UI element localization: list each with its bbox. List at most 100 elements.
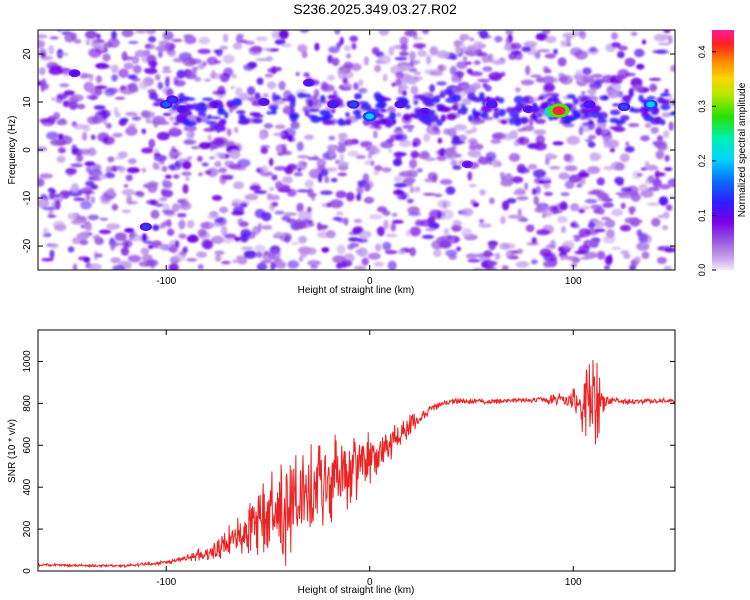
noise-blob	[647, 187, 660, 192]
noise-blob	[664, 154, 670, 162]
noise-blob	[264, 73, 274, 78]
noise-blob	[297, 44, 308, 53]
noise-blob	[148, 36, 157, 43]
noise-blob	[197, 264, 204, 269]
noise-blob	[558, 172, 570, 180]
band-blob	[482, 99, 486, 107]
noise-blob	[588, 134, 596, 140]
noise-blob	[262, 92, 269, 99]
band-blob	[345, 118, 352, 126]
band-blob	[211, 116, 221, 120]
noise-blob	[413, 36, 423, 41]
noise-blob	[343, 253, 355, 263]
noise-blob	[585, 77, 595, 84]
noise-blob	[89, 147, 96, 156]
noise-blob	[540, 177, 552, 181]
noise-blob	[654, 169, 660, 180]
noise-blob	[80, 187, 93, 195]
band-blob	[438, 108, 449, 112]
noise-blob	[574, 50, 588, 60]
noise-blob	[578, 228, 591, 238]
band-blob	[614, 119, 626, 125]
noise-blob	[296, 141, 304, 152]
noise-blob	[176, 69, 186, 79]
noise-blob	[222, 54, 235, 64]
noise-blob	[132, 64, 142, 74]
noise-blob	[436, 149, 446, 156]
noise-blob	[469, 184, 477, 188]
noise-blob	[638, 183, 648, 193]
noise-blob	[537, 49, 551, 53]
noise-blob	[482, 66, 493, 72]
noise-blob	[451, 224, 463, 232]
noise-blob	[278, 30, 289, 40]
noise-blob	[589, 239, 599, 248]
noise-blob	[393, 128, 404, 134]
noise-blob	[233, 126, 239, 134]
noise-blob	[127, 74, 138, 80]
band-blob	[435, 104, 443, 109]
noise-blob	[428, 93, 434, 98]
noise-blob	[399, 51, 409, 57]
band-blob	[269, 106, 279, 111]
noise-blob	[529, 74, 542, 78]
noise-blob	[47, 214, 57, 218]
band-blob	[236, 110, 246, 115]
noise-blob	[559, 74, 573, 85]
noise-blob	[336, 41, 342, 49]
noise-blob	[604, 255, 613, 266]
noise-blob	[589, 46, 598, 53]
noise-blob	[636, 259, 641, 264]
noise-blob	[198, 142, 211, 150]
noise-blob	[275, 144, 286, 153]
spectrogram-x-ticks: -100 0 100	[156, 30, 582, 287]
noise-blob	[168, 116, 176, 122]
noise-blob	[578, 208, 586, 214]
noise-blob	[273, 166, 288, 171]
snr-x-axis-label: Height of straight line (km)	[298, 585, 415, 596]
noise-blob	[340, 87, 352, 91]
noise-blob	[587, 141, 596, 148]
noise-blob	[114, 232, 127, 241]
noise-blob	[429, 209, 442, 220]
noise-blob	[321, 247, 330, 253]
noise-blob	[121, 30, 134, 38]
noise-blob	[213, 49, 223, 54]
x-tick-label: -100	[156, 276, 176, 287]
peak-point	[488, 101, 496, 107]
noise-blob	[171, 203, 180, 213]
noise-blob	[531, 188, 537, 196]
colorbar-tick-label: 0.3	[697, 100, 707, 113]
band-blob	[646, 96, 656, 100]
noise-blob	[479, 218, 485, 224]
noise-blob	[110, 257, 121, 264]
noise-blob	[347, 150, 360, 157]
noise-blob	[142, 111, 155, 118]
noise-blob	[217, 85, 226, 96]
noise-blob	[646, 202, 660, 207]
band-blob	[354, 114, 363, 120]
noise-blob	[158, 155, 165, 166]
noise-blob	[278, 80, 286, 91]
noise-blob	[587, 166, 601, 174]
noise-blob	[125, 126, 138, 136]
noise-blob	[652, 178, 662, 188]
noise-blob	[629, 264, 637, 270]
noise-blob	[125, 174, 133, 182]
noise-blob	[455, 85, 462, 92]
noise-blob	[614, 176, 625, 185]
noise-blob	[578, 126, 584, 136]
noise-blob	[178, 233, 187, 239]
noise-blob	[566, 135, 581, 145]
noise-blob	[86, 94, 99, 100]
noise-blob	[629, 217, 641, 227]
noise-blob	[269, 187, 275, 192]
noise-blob	[141, 167, 147, 173]
noise-blob	[669, 195, 675, 200]
noise-blob	[38, 67, 46, 76]
noise-blob	[373, 170, 380, 176]
band-blob	[377, 100, 387, 108]
noise-blob	[197, 63, 205, 70]
noise-blob	[286, 188, 297, 197]
noise-blob	[554, 77, 559, 83]
